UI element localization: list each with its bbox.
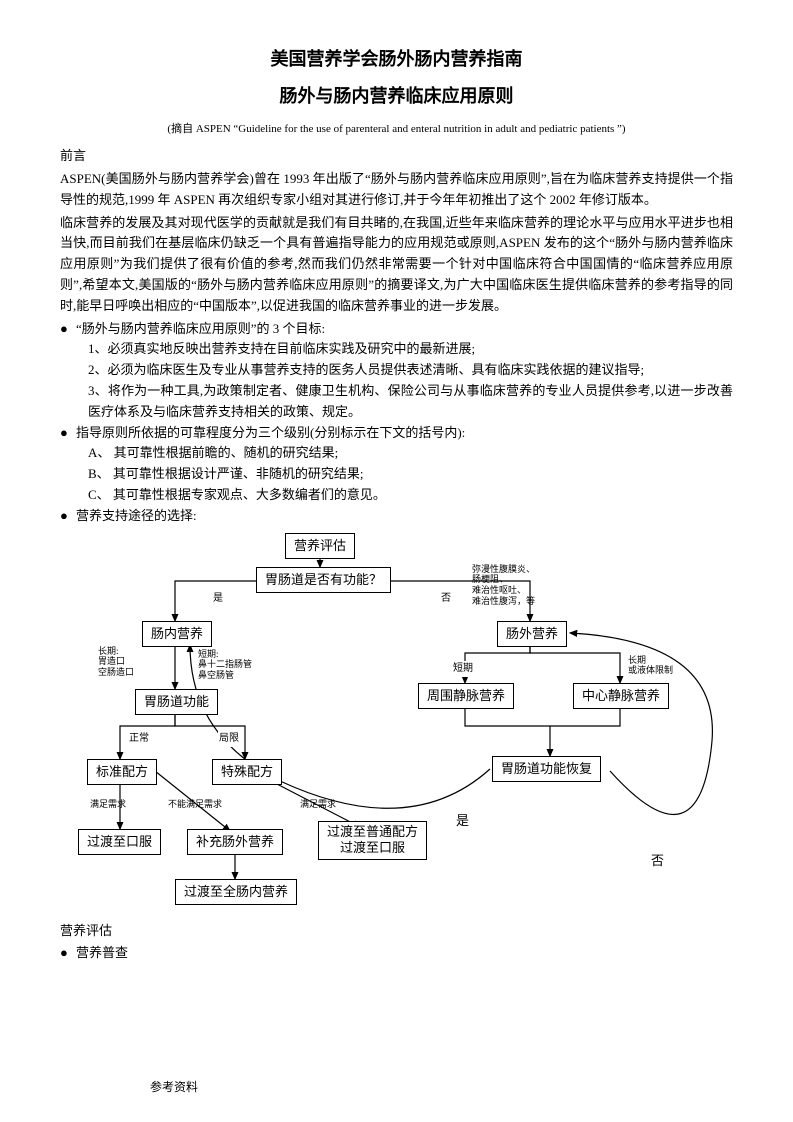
bullet-icon: ● — [60, 943, 76, 964]
flowchart-arrows — [60, 531, 733, 921]
grade-c: C、 其可靠性根据专家观点、大多数编者们的意见。 — [60, 485, 733, 506]
node-special: 特殊配方 — [212, 759, 282, 786]
label-contraindications: 弥漫性腹膜炎、 肠梗阻、 难治性呕吐、 难治性腹泻，等 — [472, 564, 535, 607]
goal-1: 1、必须真实地反映出营养支持在目前临床实践及研究中的最新进展; — [60, 339, 733, 360]
node-oral-2: 过渡至普通配方 过渡至口服 — [318, 821, 427, 861]
bullet-icon: ● — [60, 423, 76, 444]
label-not-meet: 不能满足需求 — [168, 799, 222, 810]
label-no-2: 否 — [650, 851, 665, 872]
label-meets-2: 满足需求 — [300, 799, 336, 810]
label-meets-1: 满足需求 — [90, 799, 126, 810]
paragraph-1: ASPEN(美国肠外与肠内营养学会)曾在 1993 年出版了“肠外与肠内营养临床… — [60, 169, 733, 211]
node-gi-recover: 胃肠道功能恢复 — [492, 756, 601, 783]
main-title-1: 美国营养学会肠外肠内营养指南 — [60, 45, 733, 74]
bullet-screening: ● 营养普查 — [60, 943, 733, 964]
label-yes-2: 是 — [455, 811, 470, 832]
label-short-route: 短期: 鼻十二指肠管 鼻空肠管 — [198, 649, 252, 681]
goal-2: 2、必须为临床医生及专业从事营养支持的医务人员提供表述清晰、具有临床实践依据的建… — [60, 360, 733, 381]
grade-b: B、 其可靠性根据设计严谨、非随机的研究结果; — [60, 464, 733, 485]
label-short-term: 短期 — [452, 661, 474, 677]
grade-a: A、 其可靠性根据前瞻的、随机的研究结果; — [60, 443, 733, 464]
footer-text: 参考资料 — [150, 1078, 198, 1097]
section-assessment: 营养评估 — [60, 921, 733, 942]
bullet-goals-text: “肠外与肠内营养临床应用原则”的 3 个目标: — [76, 319, 325, 340]
paragraph-2: 临床营养的发展及其对现代医学的贡献就是我们有目共睹的,在我国,近些年来临床营养的… — [60, 213, 733, 317]
main-title-2: 肠外与肠内营养临床应用原则 — [60, 82, 733, 111]
node-peripheral: 周围静脉营养 — [418, 683, 514, 710]
label-yes: 是 — [212, 591, 224, 607]
bullet-goals: ● “肠外与肠内营养临床应用原则”的 3 个目标: — [60, 319, 733, 340]
node-gi-question: 胃肠道是否有功能？ — [256, 567, 391, 594]
node-full-enteral: 过渡至全肠内营养 — [175, 879, 297, 906]
bullet-grades-text: 指导原则所依据的可靠程度分为三个级别(分别标示在下文的括号内): — [76, 423, 465, 444]
node-supplement: 补充肠外营养 — [187, 829, 283, 856]
label-limited: 局限 — [218, 731, 240, 747]
node-parenteral: 肠外营养 — [497, 621, 567, 648]
label-long-route: 长期: 胃造口 空肠造口 — [98, 646, 134, 678]
bullet-route-text: 营养支持途径的选择: — [76, 506, 197, 527]
label-long-term: 长期 或液体限制 — [628, 655, 673, 677]
node-enteral: 肠内营养 — [142, 621, 212, 648]
flowchart: 营养评估 胃肠道是否有功能？ 肠内营养 肠外营养 胃肠道功能 周围静脉营养 中心… — [60, 531, 733, 921]
bullet-icon: ● — [60, 506, 76, 527]
bullet-screening-text: 营养普查 — [76, 943, 128, 964]
bullet-route: ● 营养支持途径的选择: — [60, 506, 733, 527]
node-oral-1: 过渡至口服 — [78, 829, 161, 856]
node-assess: 营养评估 — [285, 533, 355, 560]
node-standard: 标准配方 — [87, 759, 157, 786]
bullet-icon: ● — [60, 319, 76, 340]
preface-heading: 前言 — [60, 146, 733, 167]
label-no: 否 — [440, 591, 452, 607]
goal-3: 3、将作为一种工具,为政策制定者、健康卫生机构、保险公司与从事临床营养的专业人员… — [60, 381, 733, 423]
bullet-grades: ● 指导原则所依据的可靠程度分为三个级别(分别标示在下文的括号内): — [60, 423, 733, 444]
label-normal: 正常 — [128, 731, 150, 747]
node-central: 中心静脉营养 — [573, 683, 669, 710]
node-gi-function: 胃肠道功能 — [135, 689, 218, 716]
source-citation: (摘自 ASPEN “Guideline for the use of pare… — [60, 121, 733, 139]
